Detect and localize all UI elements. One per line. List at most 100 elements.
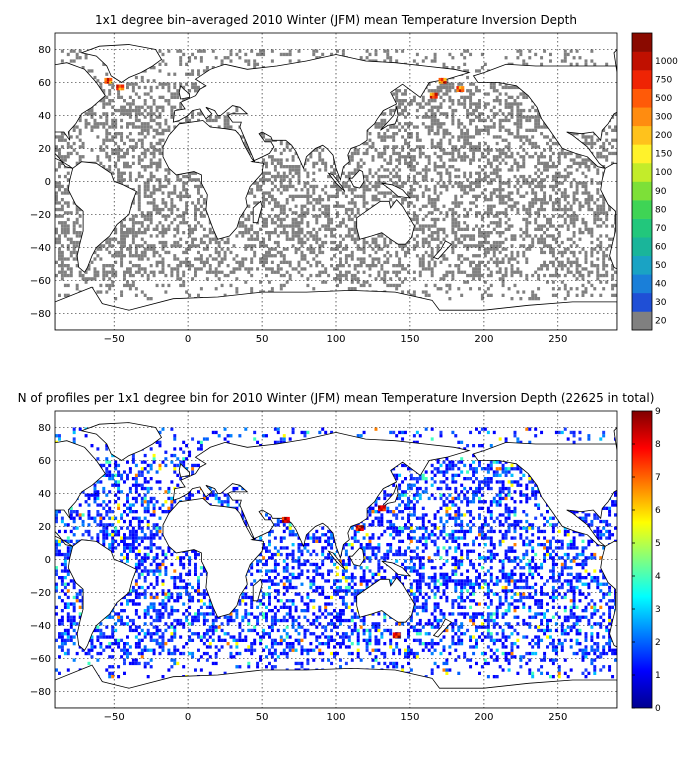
ocean-bin [401,99,405,103]
ocean-bin [273,221,277,225]
ocean-bin [537,277,541,281]
ocean-bin [339,234,342,238]
ocean-bin [534,115,538,119]
ocean-bin [460,254,464,258]
ocean-bin [389,155,393,159]
ocean-bin [306,277,310,281]
ocean-bin [489,204,493,208]
ocean-bin [412,247,416,251]
ocean-bin [268,178,271,182]
ocean-bin [421,264,425,268]
ocean-bin [469,135,473,139]
ocean-bin [285,158,289,162]
ocean-bin [155,234,159,238]
ocean-bin [398,105,402,109]
ocean-bin [528,141,532,146]
ocean-bin [288,178,292,182]
ocean-bin [507,105,511,109]
ocean-bin [247,267,251,271]
ocean-bin [58,151,61,156]
ocean-bin [279,211,283,215]
ocean-bin [158,221,162,225]
ocean-bin [436,247,440,251]
ocean-bin [448,89,452,93]
ocean-bin [339,277,342,281]
ocean-bin [480,128,484,132]
ocean-bin [421,224,425,228]
ocean-bin [525,128,529,132]
ocean-bin [152,184,156,189]
ocean-bin [522,155,526,159]
ocean-bin [279,254,283,258]
ocean-bin [318,227,322,231]
ocean-bin [161,198,165,202]
ocean-bin [356,148,360,152]
ocean-bin [510,234,514,238]
ocean-bin [522,115,526,119]
ocean-bin [279,161,283,165]
ocean-bin [256,181,260,185]
ocean-bin [173,204,177,208]
ocean-bin [123,112,126,116]
ocean-bin [463,151,467,156]
ocean-bin [185,82,189,86]
ocean-bin [194,207,197,212]
ocean-bin [72,227,76,231]
ocean-bin [350,211,354,215]
ocean-bin [58,250,61,255]
ocean-bin [336,201,339,205]
ocean-bin [350,277,354,281]
ocean-bin [395,92,399,96]
ocean-bin [566,290,570,294]
ocean-bin [409,217,413,222]
ocean-bin [439,158,443,162]
ocean-bin [475,224,478,228]
ocean-bin [495,171,499,175]
ocean-bin [602,201,606,205]
ocean-bin [143,148,147,152]
ocean-bin [117,155,121,159]
ocean-bin [273,158,277,162]
ocean-bin [179,244,183,248]
ocean-bin [96,254,100,258]
ocean-bin [504,221,508,225]
ocean-bin [312,198,316,202]
ocean-bin [430,89,434,93]
ocean-bin [134,250,138,255]
ocean-bin [137,118,141,123]
ocean-bin [120,105,124,109]
ocean-bin [569,132,573,136]
ocean-bin [244,280,248,284]
ocean-bin [173,82,177,86]
ocean-bin [492,250,496,255]
ocean-bin [241,257,245,261]
ocean-bin [324,280,328,284]
ocean-bin [540,247,544,251]
ocean-bin [344,277,348,281]
ocean-bin [344,181,348,185]
ocean-bin [543,155,547,159]
ocean-bin [436,85,440,90]
ocean-bin [584,161,588,165]
ocean-bin [551,293,555,297]
ocean-bin [161,270,165,274]
ocean-bin [123,224,126,228]
ocean-bin [404,155,407,159]
ocean-bin [188,224,192,228]
ocean-bin [492,254,496,258]
ocean-bin [217,115,221,119]
ocean-bin [424,290,428,294]
ocean-bin [543,184,547,189]
ocean-bin [197,85,200,90]
ocean-bin [63,231,67,235]
ocean-bin [220,260,224,264]
ocean-bin [197,112,200,116]
ocean-bin [389,108,393,113]
ocean-bin [333,171,336,175]
ocean-bin [537,240,541,245]
ocean-bin [611,145,615,149]
ocean-bin [611,128,615,132]
ocean-bin [569,158,573,162]
ocean-bin [170,244,174,248]
ocean-bin [489,178,493,182]
